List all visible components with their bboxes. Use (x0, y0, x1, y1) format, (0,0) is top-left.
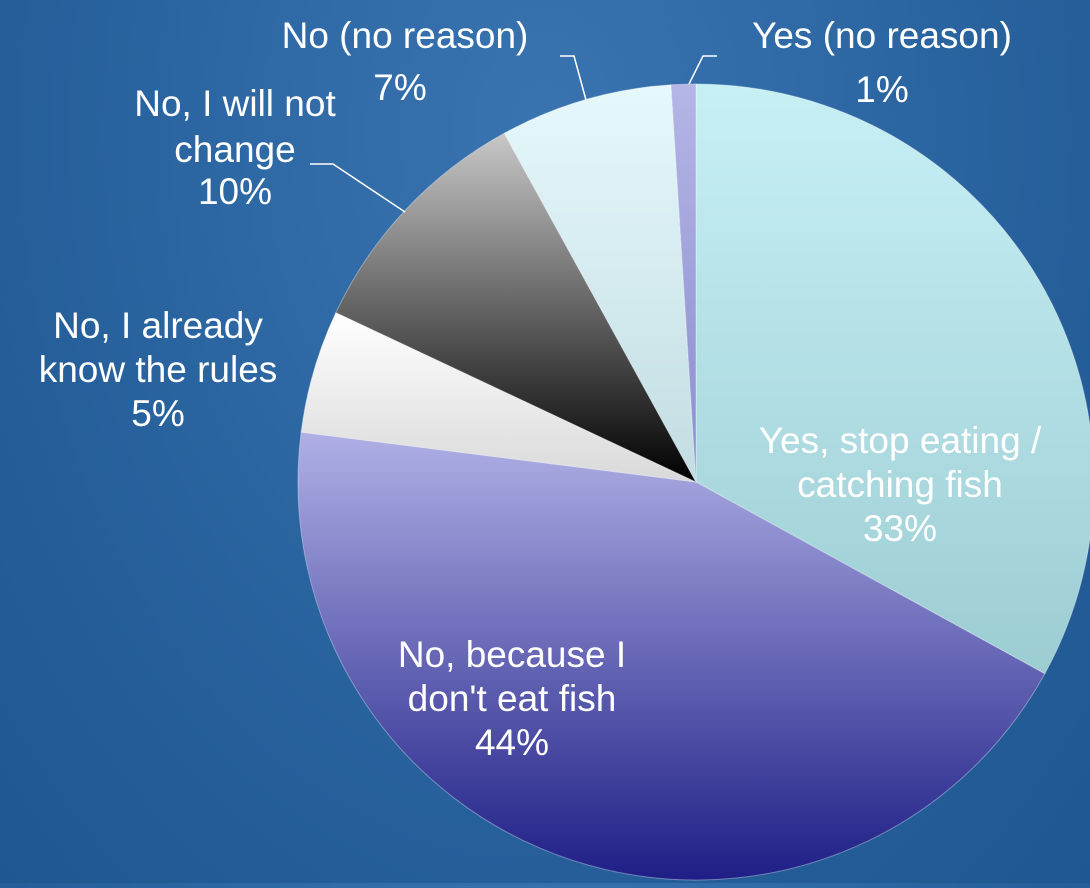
leader-line-6 (688, 55, 717, 85)
slice-label-6: Yes (no reason) 1% (752, 15, 1012, 110)
leader-line-5 (560, 55, 587, 101)
pie-slice-2 (297, 431, 1046, 881)
leader-lines-layer (310, 55, 717, 213)
pie-slice-6 (670, 83, 697, 483)
slice-value-text: 5% (131, 393, 184, 434)
pie-slice-5 (503, 84, 697, 483)
slice-value-text: 10% (198, 171, 272, 212)
slice-value-text: 7% (373, 67, 426, 108)
leader-line-4 (310, 163, 406, 213)
slice-label-text: No, I will not change (134, 83, 336, 170)
pie-slice-4 (335, 132, 698, 484)
slice-label-text: No (no reason) (282, 15, 529, 56)
slice-value-text: 33% (863, 508, 937, 549)
slice-label-text: No, I already know the rules (39, 305, 278, 390)
slices-layer (297, 83, 1090, 881)
slice-value-text: 44% (475, 722, 549, 763)
slice-label-5: No (no reason) 7% (282, 15, 529, 108)
pie-slice-3 (300, 311, 697, 483)
slice-label-text: Yes, stop eating / catching fish (759, 420, 1042, 505)
pie-slice-1 (695, 83, 1090, 675)
slice-value-text: 1% (855, 69, 908, 110)
slice-label-text: Yes (no reason) (752, 15, 1012, 56)
